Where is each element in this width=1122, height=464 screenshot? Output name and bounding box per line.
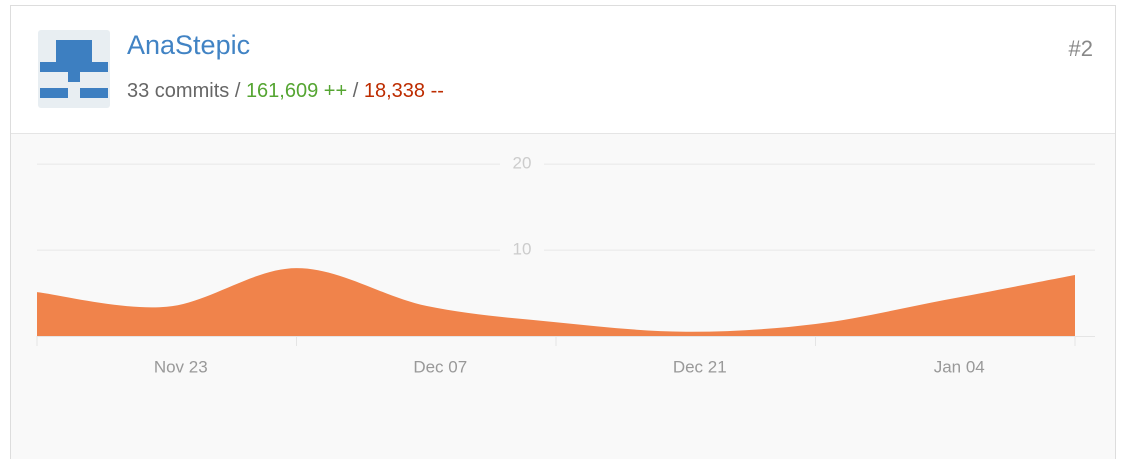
- commits: 33 commits: [127, 80, 229, 102]
- separator: /: [235, 80, 241, 102]
- chart-background: [11, 134, 1115, 459]
- user-name[interactable]: AnaStepic: [127, 30, 250, 60]
- x-tick-label: Dec 07: [413, 357, 467, 376]
- separator: /: [353, 80, 359, 102]
- contributor-card: AnaStepic 33 commits / 161,609 ++ / 18,3…: [0, 0, 1122, 459]
- additions: 161,609 ++: [246, 80, 347, 102]
- deletions: 18,338 --: [364, 80, 444, 102]
- x-tick-label: Jan 04: [934, 357, 985, 376]
- y-tick-label: 10: [513, 240, 532, 259]
- commit-stats: 33 commits / 161,609 ++ / 18,338 --: [127, 80, 444, 102]
- avatar[interactable]: [38, 30, 110, 108]
- x-tick-label: Dec 21: [673, 357, 727, 376]
- page: AnaStepic 33 commits / 161,609 ++ / 18,3…: [0, 0, 1122, 464]
- y-tick-label: 20: [513, 154, 532, 173]
- x-tick-label: Nov 23: [154, 357, 208, 376]
- rank: #2: [1069, 36, 1093, 61]
